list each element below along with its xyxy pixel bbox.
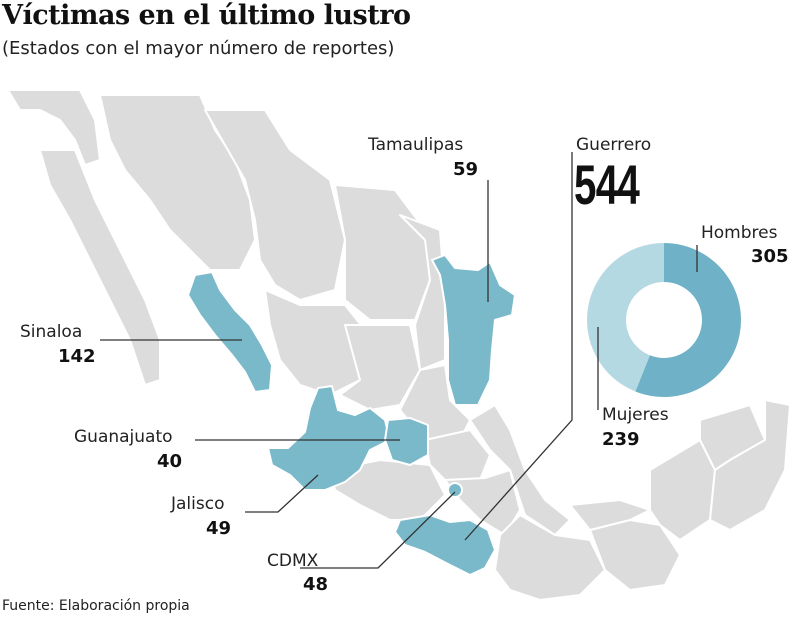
land-states: [7, 89, 791, 601]
state-sinaloa-highlight: [187, 271, 273, 393]
state-zacatecas: [339, 324, 421, 411]
donut-slice-hombres: [635, 243, 742, 398]
state-chihuahua: [204, 109, 346, 301]
state-quintana-roo: [709, 399, 791, 531]
state-durango: [264, 289, 366, 396]
state-tabasco: [569, 499, 651, 531]
state-guerrero-highlight: [394, 514, 496, 576]
state-campeche: [649, 439, 716, 541]
label-cdmx: CDMX: [267, 551, 319, 571]
value-jalisco: 49: [206, 518, 232, 539]
value-guerrero: 544: [574, 153, 640, 216]
state-guanajuato-highlight: [384, 417, 429, 466]
value-mujeres: 239: [602, 429, 640, 450]
state-baja-california-sur: [39, 149, 161, 386]
leader-guerrero: [464, 152, 573, 541]
label-jalisco: Jalisco: [171, 494, 225, 514]
leader-jalisco: [245, 474, 319, 513]
label-sinaloa: Sinaloa: [20, 322, 83, 342]
page-subtitle: (Estados con el mayor número de reportes…: [2, 38, 395, 59]
donut-slice-mujeres: [587, 243, 664, 392]
highlighted-states: [187, 254, 516, 576]
state-tamaulipas-highlight: [431, 254, 516, 406]
label-hombres: Hombres: [701, 223, 778, 243]
label-tamaulipas: Tamaulipas: [368, 135, 464, 155]
label-mujeres: Mujeres: [602, 405, 669, 425]
value-guanajuato: 40: [157, 451, 183, 472]
value-tamaulipas: 59: [453, 159, 479, 180]
value-hombres: 305: [751, 246, 789, 267]
value-cdmx: 48: [303, 574, 329, 595]
state-chiapas: [589, 519, 681, 591]
gender-donut-chart: [587, 243, 742, 398]
leader-lines: [100, 152, 698, 569]
state-cdmx-highlight: [447, 482, 463, 498]
value-sinaloa: 142: [58, 346, 96, 367]
page-title: Víctimas en el último lustro: [2, 0, 411, 31]
state-veracruz: [469, 404, 571, 536]
state-coahuila: [334, 184, 431, 321]
label-guanajuato: Guanajuato: [74, 427, 173, 447]
state-jalisco-highlight: [267, 385, 391, 491]
leader-cdmx: [300, 491, 456, 569]
source-note: Fuente: Elaboración propia: [2, 598, 190, 614]
state-oaxaca: [494, 514, 606, 601]
label-guerrero: Guerrero: [576, 135, 652, 155]
state-baja-california: [7, 89, 101, 166]
